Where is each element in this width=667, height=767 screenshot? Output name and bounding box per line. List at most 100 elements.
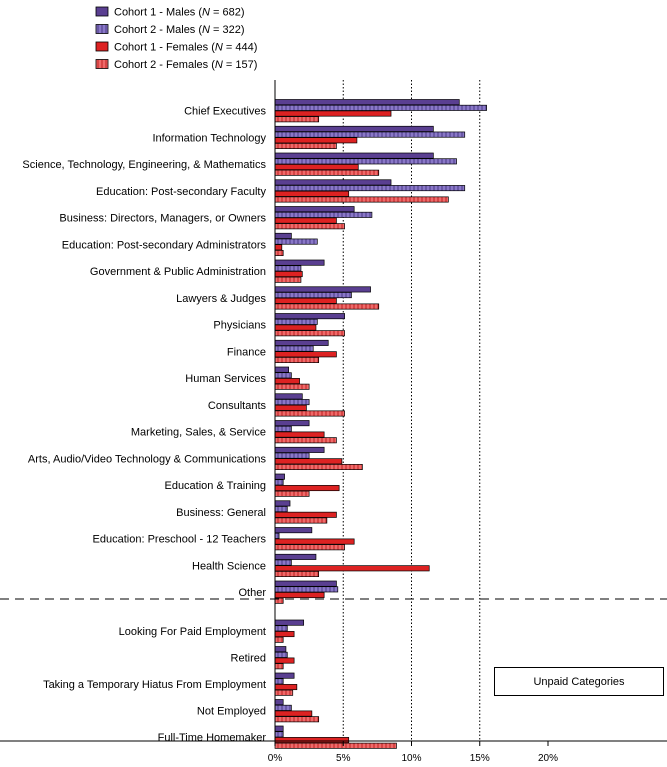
bar [274, 490, 310, 497]
bar [274, 464, 363, 471]
bar [274, 104, 487, 111]
category-label: Business: Directors, Managers, or Owners [59, 213, 266, 225]
category-label: Science, Technology, Engineering, & Math… [22, 159, 266, 171]
bar [274, 431, 325, 438]
category-label: Finance [227, 346, 266, 358]
bar [274, 357, 320, 364]
bar [274, 383, 310, 390]
category-label: Chief Executives [184, 106, 266, 118]
bar [274, 553, 317, 560]
x-tick-label: 5% [336, 753, 351, 764]
bar [274, 372, 292, 379]
legend-swatch [95, 6, 109, 17]
bar [274, 313, 345, 320]
bar [274, 116, 320, 123]
bar [274, 244, 283, 251]
bar [274, 473, 285, 480]
bar [274, 699, 284, 706]
bar [274, 404, 307, 411]
category-label: Education: Preschool - 12 Teachers [93, 534, 267, 546]
category-label: Information Technology [152, 132, 266, 144]
bar [274, 169, 380, 176]
bar [274, 511, 337, 518]
category-label: Education: Post-secondary Faculty [96, 186, 266, 198]
bar [274, 125, 434, 132]
bar [274, 500, 291, 507]
bar [274, 110, 392, 117]
bar [274, 137, 358, 144]
legend-label: Cohort 1 - Females (N = 444) [114, 42, 257, 54]
bar [274, 297, 337, 304]
unpaid-categories-annotation: Unpaid Categories [494, 667, 664, 696]
bar [274, 446, 325, 453]
bar [274, 636, 284, 643]
bar [274, 351, 337, 358]
bar [274, 731, 284, 738]
reference-lines [342, 80, 481, 741]
bar [274, 625, 288, 632]
category-label: Education & Training [164, 480, 266, 492]
bar [274, 452, 310, 459]
category-labels: Chief Executives Information Technology Sc… [22, 106, 266, 745]
bar [274, 619, 305, 626]
bar [274, 742, 397, 749]
category-label: Government & Public Administration [90, 266, 266, 278]
bar [274, 211, 373, 218]
category-label: Looking For Paid Employment [119, 626, 266, 638]
category-label: Retired [231, 653, 266, 665]
bar [274, 538, 355, 545]
bar [274, 99, 460, 106]
x-tick-label: 20% [538, 753, 558, 764]
bar [274, 158, 457, 165]
bar [274, 276, 302, 283]
bar [274, 506, 288, 513]
category-label: Human Services [185, 373, 266, 385]
bar [274, 393, 303, 400]
bar [274, 131, 466, 138]
bar [274, 324, 317, 331]
bar [274, 631, 295, 638]
bar [274, 586, 339, 593]
bar [274, 544, 345, 551]
bar [274, 485, 340, 492]
bar [274, 345, 314, 352]
category-label: Full-Time Homemaker [158, 732, 267, 744]
bar [274, 217, 337, 224]
bar [274, 565, 430, 572]
bar [274, 179, 392, 186]
category-label: Other [238, 587, 266, 599]
bar [274, 651, 288, 658]
x-tick-label: 15% [470, 753, 490, 764]
bar [274, 206, 355, 213]
bar [274, 303, 380, 310]
bar [274, 672, 295, 679]
bar [274, 663, 284, 670]
bar [274, 737, 350, 744]
category-label: Consultants [208, 400, 267, 412]
bar [274, 339, 329, 346]
category-label: Not Employed [197, 706, 266, 718]
category-label: Marketing, Sales, & Service [131, 427, 266, 439]
bar [274, 704, 292, 711]
bar [274, 710, 313, 717]
bar [274, 292, 352, 299]
bar [274, 318, 318, 325]
category-label: Taking a Temporary Hiatus From Employmen… [43, 679, 266, 691]
bar [274, 330, 345, 337]
bar [274, 479, 284, 486]
category-label: Health Science [192, 560, 266, 572]
bar [274, 725, 284, 732]
x-tick-label: 10% [401, 753, 421, 764]
category-label: Arts, Audio/Video Technology & Communica… [28, 453, 267, 465]
bar [274, 592, 325, 599]
bar [274, 527, 313, 534]
category-label: Education: Post-secondary Administrators [62, 239, 267, 251]
bar [274, 196, 449, 203]
bar [274, 143, 337, 150]
category-label: Lawyers & Judges [176, 293, 266, 305]
bar [274, 678, 284, 685]
bar [274, 425, 292, 432]
bar [274, 238, 318, 245]
bar [274, 410, 345, 417]
